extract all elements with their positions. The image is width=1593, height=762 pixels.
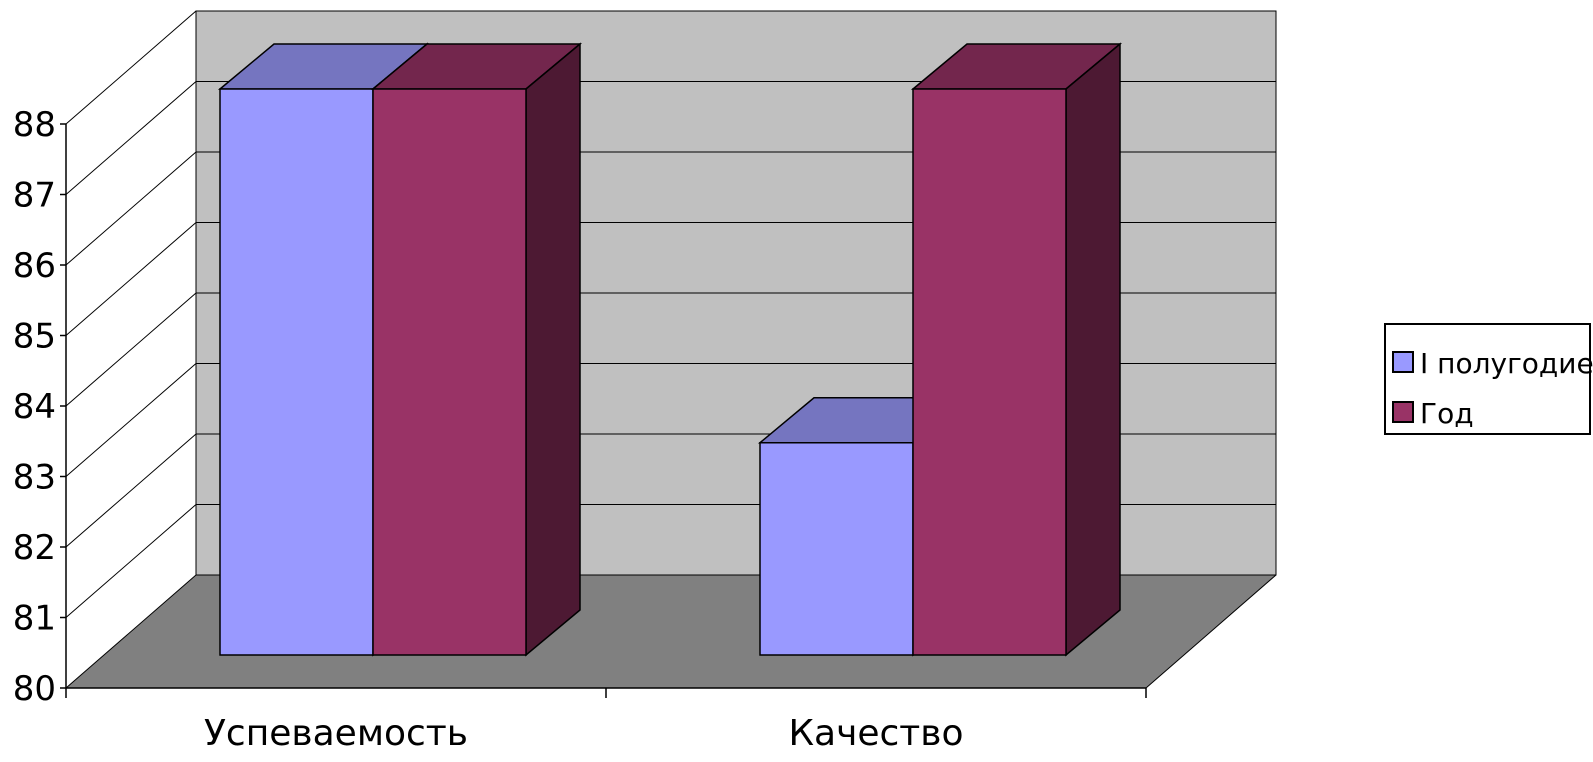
x-category-label: Качество bbox=[788, 713, 963, 754]
bars bbox=[217, 42, 1123, 657]
y-tick-label: 88 bbox=[13, 105, 56, 145]
bar-side bbox=[525, 42, 581, 657]
x-category-label: Успеваемость bbox=[204, 713, 468, 754]
legend-swatch-series-1 bbox=[1392, 351, 1414, 373]
depth-line bbox=[65, 81, 197, 195]
y-tick-label: 80 bbox=[13, 669, 56, 709]
x-category-labels: Успеваемость Качество bbox=[204, 713, 964, 754]
bar-front bbox=[372, 88, 527, 656]
legend-label-series-1: I полугодие bbox=[1420, 347, 1593, 380]
depth-line bbox=[65, 151, 197, 266]
depth-line bbox=[65, 10, 197, 125]
axes bbox=[60, 123, 1277, 698]
y-tick-label: 83 bbox=[13, 458, 56, 498]
y-tick-label: 81 bbox=[13, 599, 56, 639]
bar bbox=[910, 42, 1123, 657]
y-tick-label: 87 bbox=[13, 176, 56, 216]
y-tick-label: 82 bbox=[13, 528, 56, 568]
y-tick-label: 86 bbox=[13, 246, 56, 286]
y-tick-label: 84 bbox=[13, 387, 56, 427]
legend-box bbox=[1384, 323, 1591, 435]
depth-lines bbox=[65, 10, 197, 689]
depth-line bbox=[65, 574, 197, 689]
bar-front bbox=[759, 442, 914, 656]
bar-side bbox=[1065, 42, 1121, 657]
depth-line bbox=[65, 363, 197, 477]
legend-label-series-2: Год bbox=[1420, 397, 1474, 430]
bar-front bbox=[219, 88, 374, 656]
depth-line bbox=[65, 433, 197, 548]
depth-line bbox=[65, 222, 197, 336]
legend-swatch-series-2 bbox=[1392, 401, 1414, 423]
floor-edge bbox=[1145, 574, 1277, 689]
bar-front bbox=[912, 88, 1067, 656]
depth-line bbox=[65, 292, 197, 407]
legend: I полугодие Год bbox=[1384, 323, 1593, 435]
y-tick-label: 85 bbox=[13, 317, 56, 357]
depth-line bbox=[65, 504, 197, 618]
bar bbox=[370, 42, 583, 657]
y-tick-labels: 80 81 82 83 84 85 86 87 88 bbox=[13, 105, 56, 709]
